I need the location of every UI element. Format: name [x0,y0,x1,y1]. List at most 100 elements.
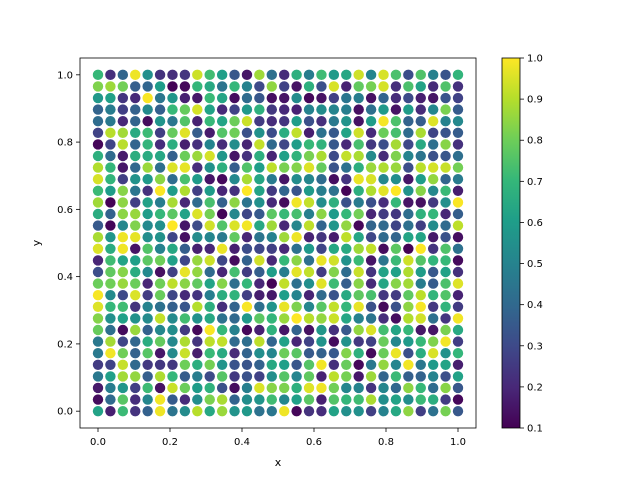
scatter-point [279,127,290,139]
scatter-point [378,174,389,185]
scatter-point [452,162,464,173]
scatter-point [92,150,104,162]
scatter-point [328,255,340,266]
scatter-point [192,278,203,289]
scatter-point [229,255,240,266]
scatter-point [216,336,228,347]
scatter-point [341,266,352,278]
scatter-point [390,104,402,115]
scatter-point [192,185,203,197]
scatter-point [216,81,228,92]
y-tick-label: 0.8 [57,138,73,149]
scatter-point [130,301,141,312]
scatter-point [378,382,389,394]
scatter-point [142,243,153,254]
x-tick-label: 0.6 [306,437,322,448]
scatter-point [440,127,451,139]
scatter-point [204,405,215,417]
scatter-point [403,220,414,231]
scatter-point [105,116,116,127]
scatter-point [241,220,253,231]
scatter-point [341,243,352,254]
scatter-point [241,116,253,127]
scatter-point [365,104,377,115]
scatter-point [341,232,352,243]
scatter-point [452,289,464,301]
colorbar-tick-label: 0.8 [527,136,543,147]
scatter-point [179,69,191,81]
scatter-point [353,278,364,289]
scatter-point [154,266,166,278]
scatter-point [291,92,302,104]
scatter-point [92,336,104,347]
scatter-point [179,92,191,104]
scatter-point [179,162,191,173]
scatter-point [291,232,302,243]
scatter-point [415,139,426,150]
scatter-point [427,220,439,231]
scatter-point [130,313,141,324]
scatter-point [216,405,228,417]
scatter-point [266,405,277,417]
scatter-point [452,127,464,139]
scatter-point [254,116,265,127]
scatter-point [452,69,464,81]
scatter-point [92,243,104,254]
scatter-point [328,232,340,243]
scatter-point [216,150,228,162]
scatter-point [117,301,129,312]
scatter-point [341,139,352,150]
scatter-point [403,104,414,115]
scatter-point [117,162,129,173]
scatter-point [130,266,141,278]
scatter-point [204,104,215,115]
scatter-point [415,371,426,382]
scatter-point [266,278,277,289]
scatter-point [229,92,240,104]
scatter-point [154,116,166,127]
colorbar-tick-label: 0.5 [527,259,543,270]
scatter-point [328,208,340,220]
scatter-point [353,289,364,301]
scatter-point [266,232,277,243]
scatter-point [353,92,364,104]
scatter-point [328,243,340,254]
scatter-point [353,243,364,254]
scatter-point [390,313,402,324]
scatter-point [254,278,265,289]
scatter-point [440,405,451,417]
scatter-point [179,313,191,324]
scatter-point [229,197,240,208]
scatter-point [316,301,327,312]
scatter-point [241,266,253,278]
scatter-point [216,127,228,139]
scatter-point [452,220,464,231]
scatter-point [241,371,253,382]
scatter-point [204,359,215,370]
scatter-point [279,313,290,324]
scatter-point [390,162,402,173]
scatter-point [291,301,302,312]
scatter-point [452,301,464,312]
scatter-point [179,232,191,243]
scatter-point [229,139,240,150]
scatter-point [452,232,464,243]
scatter-point [316,185,327,197]
scatter-point [316,255,327,266]
scatter-point [328,324,340,336]
scatter-point [353,359,364,370]
scatter-point [415,197,426,208]
scatter-point [167,127,178,139]
scatter-point [291,289,302,301]
scatter-point [167,69,178,81]
scatter-point [229,405,240,417]
scatter-point [341,371,352,382]
scatter-point [365,92,377,104]
scatter-point [266,81,277,92]
scatter-point [254,394,265,405]
scatter-point [167,81,178,92]
scatter-point [341,69,352,81]
scatter-point [92,347,104,359]
scatter-point [130,81,141,92]
scatter-point [254,359,265,370]
